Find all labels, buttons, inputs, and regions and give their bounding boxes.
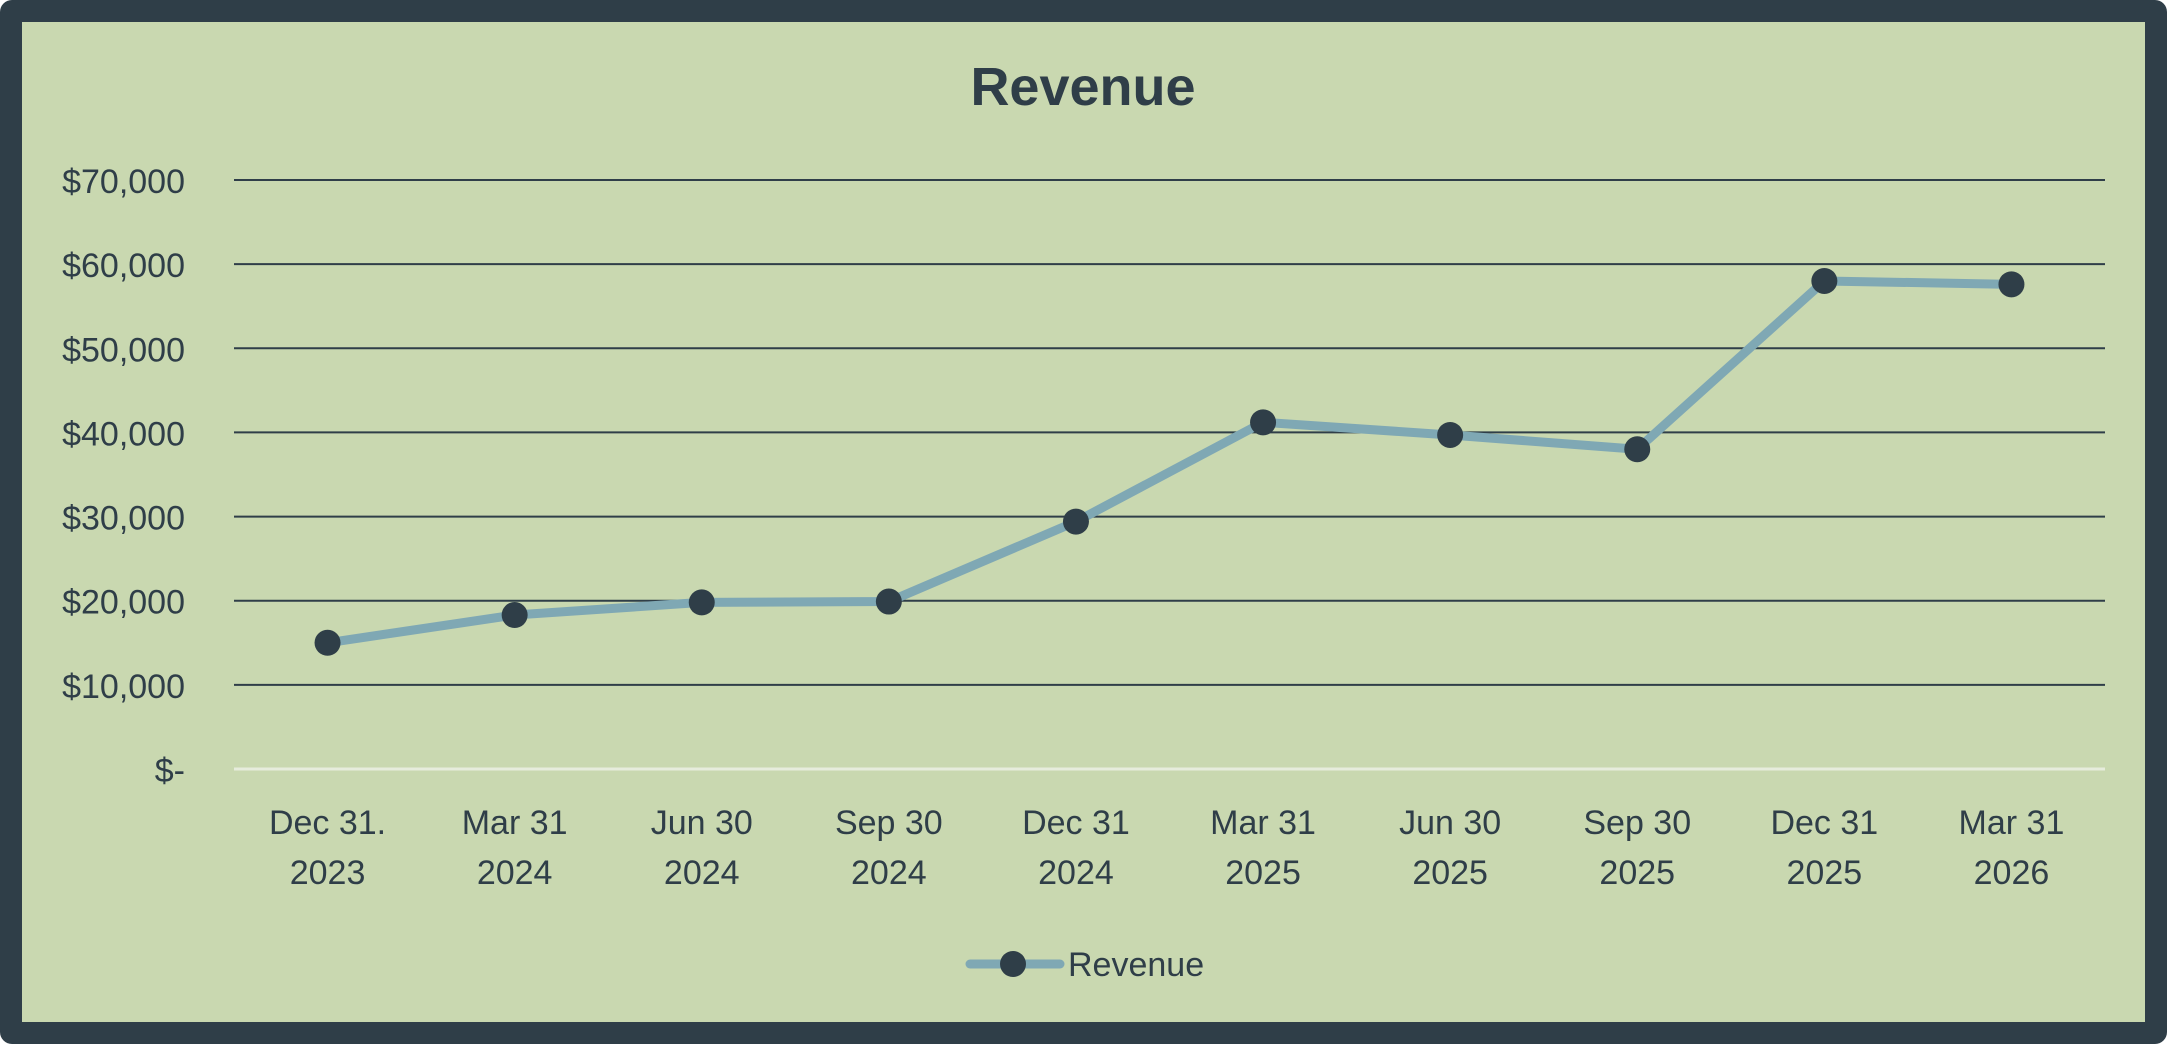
x-tick-label: Mar 31	[1210, 804, 1316, 842]
y-tick-label: $50,000	[62, 331, 185, 369]
data-point	[688, 589, 715, 616]
x-tick-label: 2024	[477, 854, 553, 892]
legend-label: Revenue	[1068, 946, 1204, 984]
data-point	[314, 629, 341, 656]
y-tick-label: $40,000	[62, 415, 185, 453]
legend-marker-swatch	[1000, 951, 1026, 977]
x-tick-label: 2023	[290, 854, 366, 892]
x-tick-label: 2025	[1787, 854, 1863, 892]
x-tick-label: Jun 30	[1399, 804, 1501, 842]
data-point	[1062, 508, 1089, 535]
y-tick-label: $30,000	[62, 500, 185, 538]
data-point	[1998, 271, 2025, 298]
y-tick-label: $60,000	[62, 247, 185, 285]
x-tick-label: 2025	[1225, 854, 1301, 892]
x-tick-label: Dec 31	[1022, 804, 1130, 842]
data-point	[1250, 409, 1277, 436]
x-tick-label: Sep 30	[835, 804, 943, 842]
data-point	[875, 588, 902, 615]
x-tick-label: 2024	[851, 854, 927, 892]
x-tick-label: 2026	[1974, 854, 2050, 892]
chart-title: Revenue	[970, 57, 1195, 117]
data-point	[1437, 421, 1464, 448]
y-tick-label: $20,000	[62, 584, 185, 622]
x-tick-label: Dec 31.	[269, 804, 386, 842]
x-tick-label: 2024	[1038, 854, 1114, 892]
x-tick-label: 2024	[664, 854, 740, 892]
data-point	[501, 602, 528, 629]
y-tick-label: $70,000	[62, 163, 185, 201]
y-tick-label: $10,000	[62, 668, 185, 706]
series-line-0	[323, 276, 2016, 648]
x-tick-label: Sep 30	[1583, 804, 1691, 842]
x-tick-label: 2025	[1412, 854, 1488, 892]
x-tick-label: Mar 31	[1959, 804, 2065, 842]
x-tick-label: Jun 30	[651, 804, 753, 842]
data-point	[1811, 267, 1838, 294]
x-tick-label: Mar 31	[462, 804, 568, 842]
x-tick-label: Dec 31	[1770, 804, 1878, 842]
data-point	[1624, 436, 1651, 463]
y-tick-label: $-	[155, 752, 185, 790]
x-tick-label: 2025	[1599, 854, 1675, 892]
